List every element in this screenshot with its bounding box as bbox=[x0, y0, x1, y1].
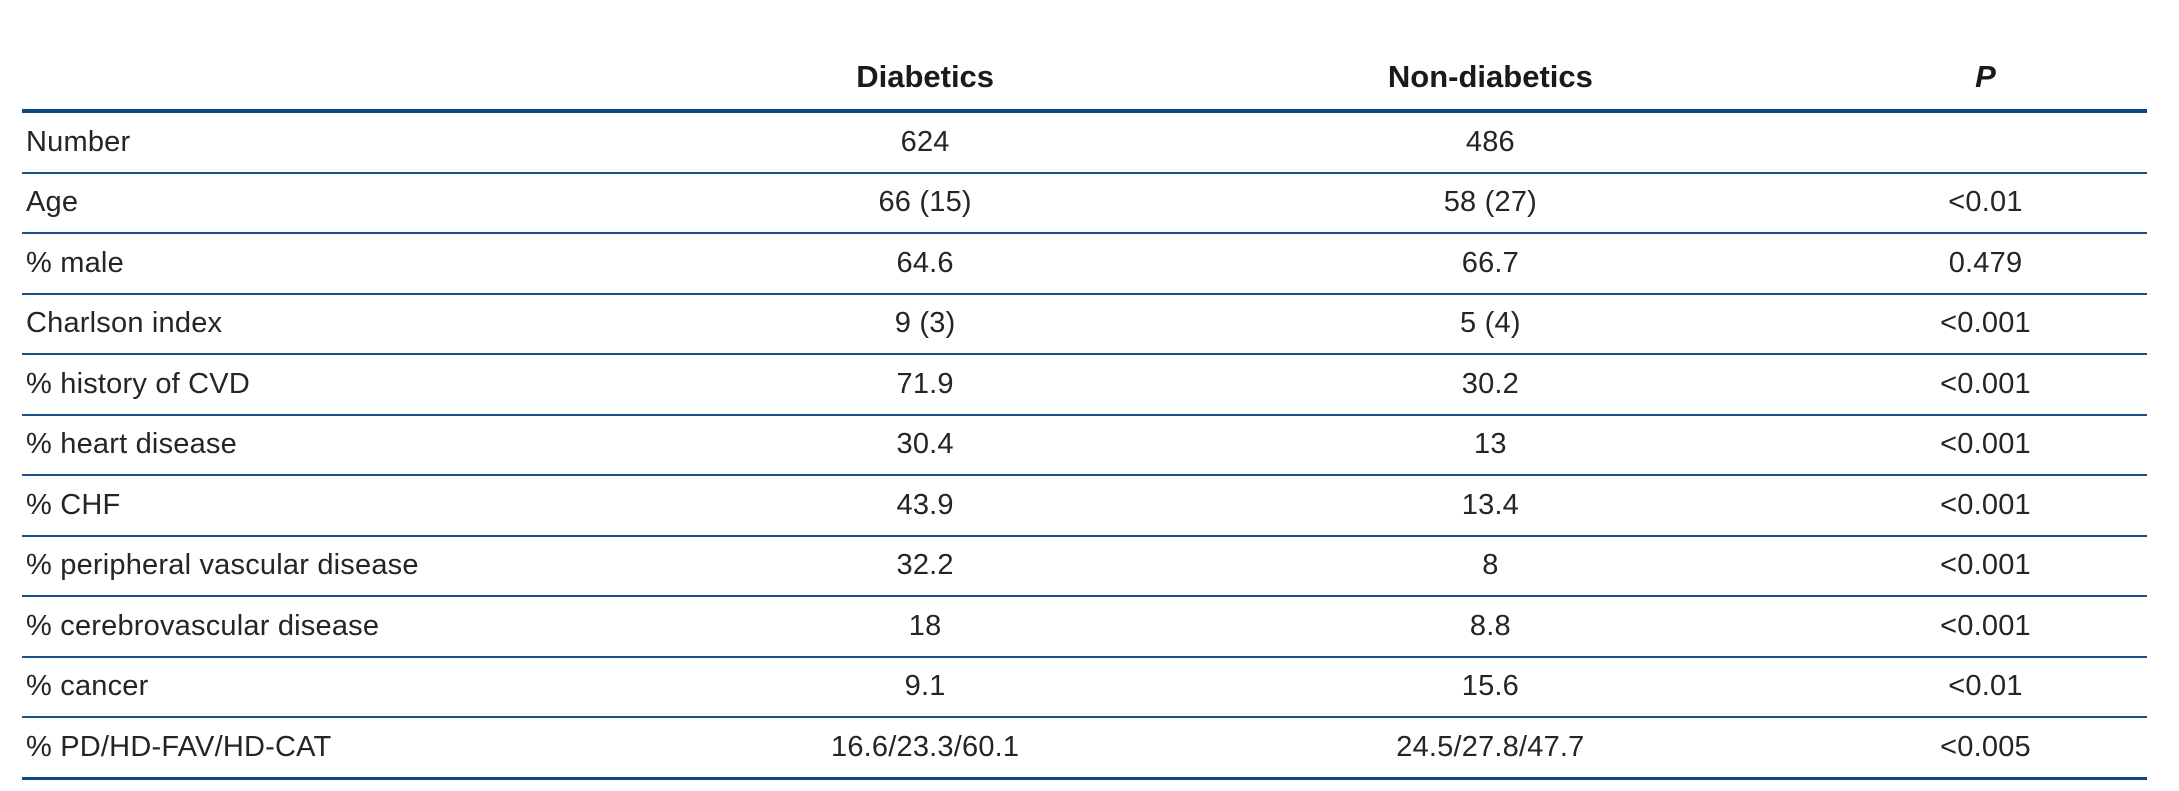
row-label: % CHF bbox=[22, 475, 694, 537]
row-label: % peripheral vascular disease bbox=[22, 535, 694, 597]
p-value: <0.001 bbox=[1824, 354, 2147, 416]
row-label: % PD/HD-FAV/HD-CAT bbox=[22, 717, 694, 780]
row-label: % history of CVD bbox=[22, 354, 694, 416]
diabetics-value: 43.9 bbox=[693, 475, 1157, 537]
table-row-cerebrovascular-disease: % cerebrovascular disease 18 8.8 <0.001 bbox=[22, 596, 2147, 658]
header-row: Diabetics Non-diabetics P bbox=[22, 0, 2147, 113]
p-value: 0.479 bbox=[1824, 233, 2147, 295]
table-row-charlson-index: Charlson index 9 (3) 5 (4) <0.001 bbox=[22, 293, 2147, 355]
table-header: Diabetics Non-diabetics P bbox=[22, 0, 2147, 113]
p-value: <0.001 bbox=[1824, 596, 2147, 658]
table-row-peripheral-vascular-disease: % peripheral vascular disease 32.2 8 <0.… bbox=[22, 535, 2147, 597]
table-row-history-of-cvd: % history of CVD 71.9 30.2 <0.001 bbox=[22, 354, 2147, 416]
table-body: Number 624 486 Age 66 (15) 58 (27) <0.01… bbox=[22, 111, 2147, 780]
p-value: <0.01 bbox=[1824, 172, 2147, 234]
diabetics-value: 64.6 bbox=[693, 233, 1157, 295]
diabetics-value: 30.4 bbox=[693, 414, 1157, 476]
table-row-number: Number 624 486 bbox=[22, 111, 2147, 174]
diabetics-comparison-table: Diabetics Non-diabetics P Number 624 486… bbox=[22, 0, 2147, 780]
row-label: % male bbox=[22, 233, 694, 295]
non-diabetics-value: 13 bbox=[1156, 414, 1824, 476]
diabetics-value: 32.2 bbox=[693, 535, 1157, 597]
p-value: <0.005 bbox=[1824, 717, 2147, 780]
p-value: <0.001 bbox=[1824, 475, 2147, 537]
p-value: <0.001 bbox=[1824, 414, 2147, 476]
non-diabetics-value: 486 bbox=[1156, 111, 1824, 174]
diabetics-value: 16.6/23.3/60.1 bbox=[693, 717, 1157, 780]
row-label: % cancer bbox=[22, 656, 694, 718]
non-diabetics-value: 24.5/27.8/47.7 bbox=[1156, 717, 1824, 780]
diabetics-value: 624 bbox=[693, 111, 1157, 174]
diabetics-value: 9.1 bbox=[693, 656, 1157, 718]
table-row-male: % male 64.6 66.7 0.479 bbox=[22, 233, 2147, 295]
non-diabetics-value: 15.6 bbox=[1156, 656, 1824, 718]
p-value: <0.01 bbox=[1824, 656, 2147, 718]
p-value: <0.001 bbox=[1824, 293, 2147, 355]
p-value bbox=[1824, 111, 2147, 174]
non-diabetics-value: 13.4 bbox=[1156, 475, 1824, 537]
row-label: Number bbox=[22, 111, 694, 174]
column-header-blank bbox=[22, 0, 694, 113]
table-row-age: Age 66 (15) 58 (27) <0.01 bbox=[22, 172, 2147, 234]
row-label: % cerebrovascular disease bbox=[22, 596, 694, 658]
p-value: <0.001 bbox=[1824, 535, 2147, 597]
row-label: Charlson index bbox=[22, 293, 694, 355]
diabetics-value: 66 (15) bbox=[693, 172, 1157, 234]
row-label: Age bbox=[22, 172, 694, 234]
non-diabetics-value: 30.2 bbox=[1156, 354, 1824, 416]
comparison-table-container: Diabetics Non-diabetics P Number 624 486… bbox=[22, 0, 2147, 780]
non-diabetics-value: 8 bbox=[1156, 535, 1824, 597]
diabetics-value: 18 bbox=[693, 596, 1157, 658]
table-row-chf: % CHF 43.9 13.4 <0.001 bbox=[22, 475, 2147, 537]
diabetics-value: 71.9 bbox=[693, 354, 1157, 416]
diabetics-value: 9 (3) bbox=[693, 293, 1157, 355]
non-diabetics-value: 5 (4) bbox=[1156, 293, 1824, 355]
non-diabetics-value: 66.7 bbox=[1156, 233, 1824, 295]
column-header-diabetics: Diabetics bbox=[693, 0, 1157, 113]
table-row-cancer: % cancer 9.1 15.6 <0.01 bbox=[22, 656, 2147, 718]
column-header-non-diabetics: Non-diabetics bbox=[1156, 0, 1824, 113]
row-label: % heart disease bbox=[22, 414, 694, 476]
non-diabetics-value: 58 (27) bbox=[1156, 172, 1824, 234]
non-diabetics-value: 8.8 bbox=[1156, 596, 1824, 658]
table-row-pd-hd-fav-hd-cat: % PD/HD-FAV/HD-CAT 16.6/23.3/60.1 24.5/2… bbox=[22, 717, 2147, 780]
table-row-heart-disease: % heart disease 30.4 13 <0.001 bbox=[22, 414, 2147, 476]
column-header-p-value: P bbox=[1824, 0, 2147, 113]
